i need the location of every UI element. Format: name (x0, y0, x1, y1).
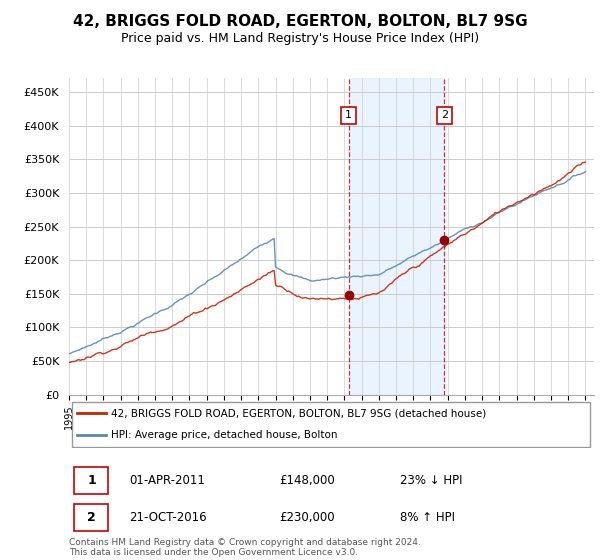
Text: Price paid vs. HM Land Registry's House Price Index (HPI): Price paid vs. HM Land Registry's House … (121, 32, 479, 45)
Text: 01-APR-2011: 01-APR-2011 (130, 474, 205, 487)
FancyBboxPatch shape (74, 467, 109, 494)
Text: 2: 2 (440, 110, 448, 120)
Text: 1: 1 (87, 474, 96, 487)
Text: 21-OCT-2016: 21-OCT-2016 (130, 511, 207, 524)
Text: HPI: Average price, detached house, Bolton: HPI: Average price, detached house, Bolt… (111, 430, 337, 440)
Bar (349, 78, 444, 395)
Text: 23% ↓ HPI: 23% ↓ HPI (400, 474, 462, 487)
Text: 42, BRIGGS FOLD ROAD, EGERTON, BOLTON, BL7 9SG (detached house): 42, BRIGGS FOLD ROAD, EGERTON, BOLTON, B… (111, 408, 486, 418)
Text: £148,000: £148,000 (279, 474, 335, 487)
FancyBboxPatch shape (74, 504, 109, 531)
Text: Contains HM Land Registry data © Crown copyright and database right 2024.
This d: Contains HM Land Registry data © Crown c… (69, 538, 421, 557)
Text: 1: 1 (345, 110, 352, 120)
Text: £230,000: £230,000 (279, 511, 335, 524)
Text: 8% ↑ HPI: 8% ↑ HPI (400, 511, 455, 524)
FancyBboxPatch shape (71, 402, 590, 446)
Text: 2: 2 (87, 511, 96, 524)
Text: 42, BRIGGS FOLD ROAD, EGERTON, BOLTON, BL7 9SG: 42, BRIGGS FOLD ROAD, EGERTON, BOLTON, B… (73, 14, 527, 29)
